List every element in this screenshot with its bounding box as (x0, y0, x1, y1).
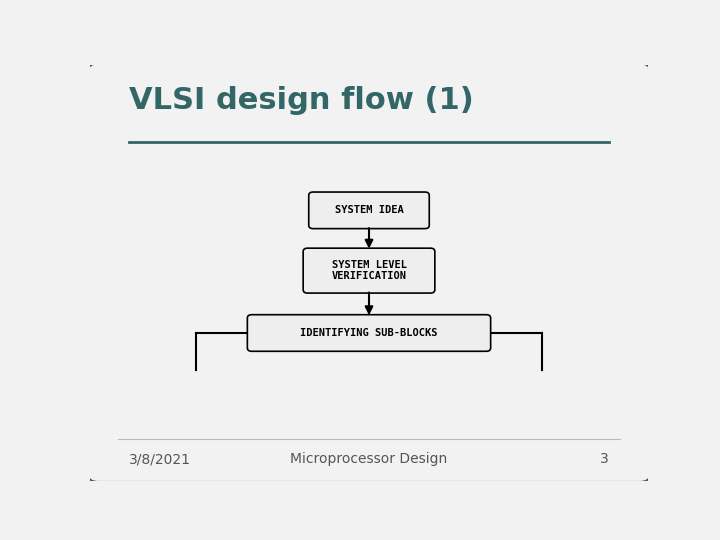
Text: SYSTEM LEVEL
VERIFICATION: SYSTEM LEVEL VERIFICATION (331, 260, 407, 281)
Text: Microprocessor Design: Microprocessor Design (290, 452, 448, 466)
Text: 3: 3 (600, 452, 609, 466)
Text: IDENTIFYING SUB-BLOCKS: IDENTIFYING SUB-BLOCKS (300, 328, 438, 338)
FancyBboxPatch shape (248, 315, 490, 352)
FancyBboxPatch shape (87, 63, 651, 483)
FancyBboxPatch shape (303, 248, 435, 293)
FancyBboxPatch shape (309, 192, 429, 228)
Text: SYSTEM IDEA: SYSTEM IDEA (335, 205, 403, 215)
Text: 3/8/2021: 3/8/2021 (129, 452, 191, 466)
Text: VLSI design flow (1): VLSI design flow (1) (129, 86, 474, 114)
